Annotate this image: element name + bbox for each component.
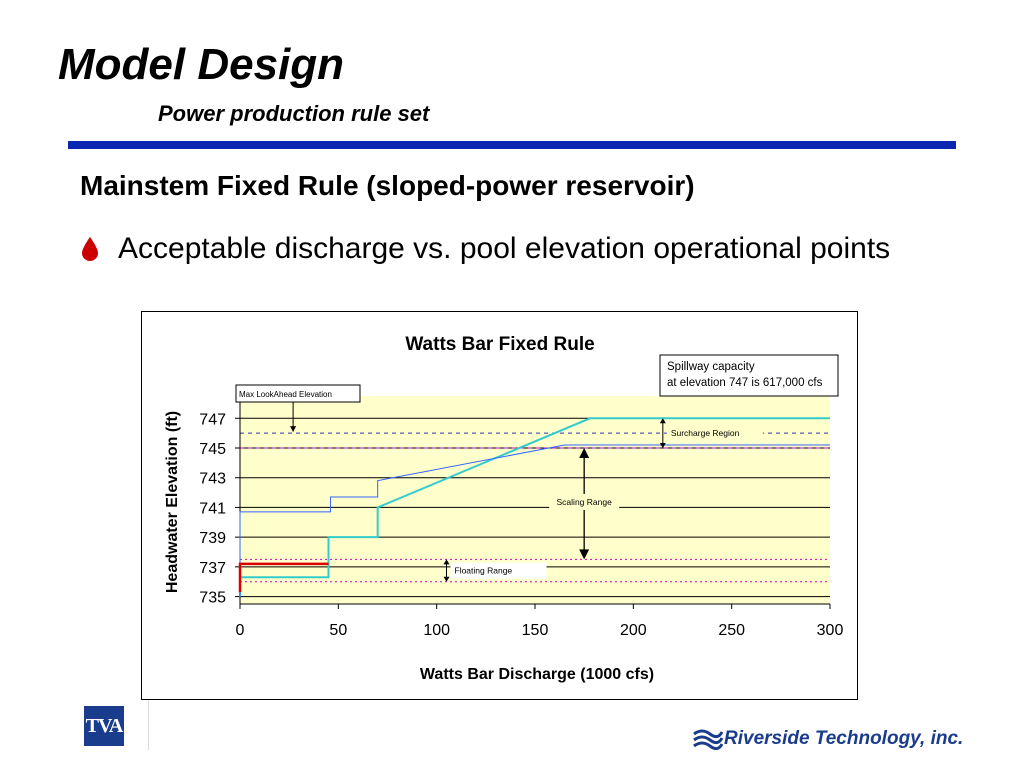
chart: Watts Bar Fixed Rule 0 50 100 150 200 250 300 7… <box>164 334 844 683</box>
x-tick-label: 0 <box>236 622 245 639</box>
section-heading: Mainstem Fixed Rule (sloped-power reserv… <box>80 170 695 201</box>
series-line-0 <box>239 417 830 597</box>
spillway-box <box>659 354 839 397</box>
y-tick-label: 747 <box>199 411 226 428</box>
max-lookahead-label: Max LookAhead Elevation <box>239 390 332 399</box>
bullet-text: Acceptable discharge vs. pool elevation … <box>118 232 891 265</box>
x-tick-label: 150 <box>522 622 549 639</box>
y-tick-label: 735 <box>199 590 226 607</box>
surcharge-label-bg <box>666 426 763 441</box>
wave-icon <box>693 729 724 750</box>
x-axis-label: Watts Bar Discharge (1000 cfs) <box>420 666 654 683</box>
scaling-label: Scaling Range <box>557 497 613 507</box>
spillway-label-line1: Spillway capacity <box>667 361 755 373</box>
series-line-2 <box>238 562 329 593</box>
y-axis-label: Headwater Elevation (ft) <box>164 411 181 593</box>
drop-bullet-icon <box>82 237 98 261</box>
slide-subtitle: Power production rule set <box>158 101 430 126</box>
y-tick-label: 741 <box>199 500 226 517</box>
x-tick-label: 250 <box>718 622 745 639</box>
floating-arrowhead-bottom <box>443 576 450 582</box>
surcharge-arrowhead-bottom <box>659 443 666 448</box>
scaling-label-bg <box>549 493 620 510</box>
spillway-label-line2: at elevation 747 is 617,000 cfs <box>667 377 823 389</box>
title-divider <box>68 141 956 149</box>
chart-frame: Watts Bar Fixed Rule 0 50 100 150 200 250 300 7… <box>141 311 858 700</box>
series-line-1 <box>239 444 830 597</box>
x-tick-label: 100 <box>423 622 450 639</box>
y-tick-label: 737 <box>199 560 226 577</box>
tva-logo: TVA <box>84 706 124 746</box>
floating-label-bg <box>450 562 547 579</box>
chart-title: Watts Bar Fixed Rule <box>405 334 594 355</box>
riverside-logo-text: Riverside Technology, inc. <box>724 728 964 749</box>
footer-divider <box>148 700 149 750</box>
riverside-logo: Riverside Technology, inc. <box>692 724 963 754</box>
x-tick-label: 50 <box>329 622 347 639</box>
y-tick-label: 739 <box>199 530 226 547</box>
y-tick-label: 745 <box>199 441 226 458</box>
scaling-arrowhead-bottom <box>579 549 590 560</box>
surcharge-label: Surcharge Region <box>671 428 740 438</box>
surcharge-arrowhead-top <box>659 418 666 424</box>
scaling-arrowhead-top <box>579 448 590 458</box>
max-lookahead-arrowhead <box>290 426 297 433</box>
floating-arrowhead-top <box>443 559 450 565</box>
floating-label: Floating Range <box>455 566 513 576</box>
x-tick-label: 200 <box>620 622 647 639</box>
max-lookahead-box <box>235 384 361 403</box>
x-tick-label: 300 <box>817 622 844 639</box>
y-tick-label: 743 <box>199 471 226 488</box>
slide-title: Model Design <box>58 40 345 89</box>
